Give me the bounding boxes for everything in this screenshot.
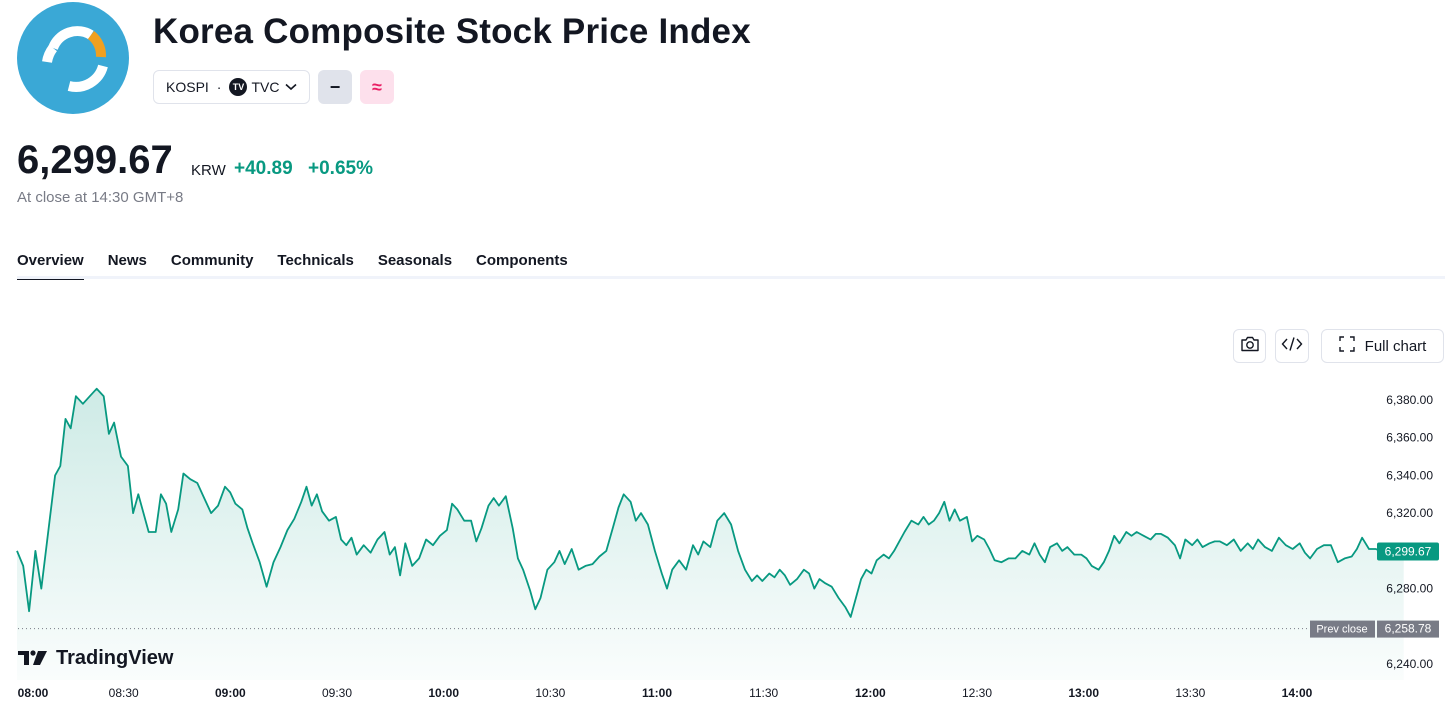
prev-close-value-tag: [1377, 620, 1439, 638]
symbol-separator: ·: [216, 79, 222, 95]
tab-divider: [17, 276, 1445, 279]
x-tick-label: 11:00: [642, 686, 672, 700]
y-tick-label: 6,240.00: [1386, 657, 1433, 671]
page-title: Korea Composite Stock Price Index: [153, 12, 751, 51]
symbol-selector[interactable]: KOSPI · TV TVC: [153, 70, 310, 104]
symbol-label: KOSPI: [166, 79, 209, 95]
x-tick-label: 08:00: [18, 686, 49, 700]
full-chart-label: Full chart: [1364, 337, 1427, 355]
tab-bar: Overview News Community Technicals Seaso…: [17, 252, 592, 280]
prev-close-tag-label: Prev close: [1316, 624, 1367, 636]
x-tick-label: 10:30: [535, 686, 565, 700]
close-time: At close at 14:30 GMT+8: [17, 189, 184, 206]
x-tick-label: 13:00: [1068, 686, 1099, 700]
price-change: +40.89: [234, 158, 293, 179]
x-tick-label: 14:00: [1282, 686, 1313, 700]
approx-badge[interactable]: ≈: [360, 70, 394, 104]
kospi-logo: [17, 2, 129, 114]
embed-code-icon: [1281, 336, 1303, 357]
tab-overview[interactable]: Overview: [17, 252, 84, 280]
price-chart[interactable]: 6,380.00 6,360.00 6,340.00 6,320.00 6,280.00…: [0, 370, 1446, 702]
x-tick-label: 09:30: [322, 686, 352, 700]
kospi-logo-mark: [42, 26, 108, 92]
x-tick-label: 12:30: [962, 686, 992, 700]
x-tick-label: 09:00: [215, 686, 246, 700]
x-tick-label: 08:30: [109, 686, 139, 700]
last-price-tag-label: 6,299.67: [1385, 544, 1432, 558]
prev-close-value-label: 6,258.78: [1385, 622, 1432, 636]
last-price-tag: [1377, 542, 1439, 561]
x-tick-label: 13:30: [1175, 686, 1205, 700]
camera-icon: [1240, 336, 1260, 357]
price-area: [17, 388, 1404, 680]
approx-icon: ≈: [372, 76, 382, 97]
y-tick-label: 6,340.00: [1386, 468, 1433, 482]
minus-icon: −: [329, 76, 341, 97]
x-tick-label: 12:00: [855, 686, 886, 700]
tab-components[interactable]: Components: [476, 252, 568, 269]
embed-button[interactable]: [1275, 329, 1309, 363]
tradingview-icon: TV: [229, 78, 248, 96]
tab-seasonals[interactable]: Seasonals: [377, 252, 453, 269]
tradingview-wordmark: TradingView: [56, 647, 174, 669]
price-line: [16, 387, 1405, 618]
last-price: 6,299.67: [17, 138, 173, 182]
fullscreen-icon: [1338, 336, 1355, 356]
snapshot-button[interactable]: [1233, 329, 1266, 363]
y-tick-label: 6,320.00: [1386, 506, 1433, 520]
tab-community[interactable]: Community: [170, 252, 254, 269]
tab-technicals[interactable]: Technicals: [277, 252, 354, 269]
y-tick-label: 6,380.00: [1386, 393, 1433, 407]
price-change-percent: +0.65%: [308, 158, 373, 179]
minus-badge[interactable]: −: [318, 70, 352, 104]
full-chart-button[interactable]: Full chart: [1321, 329, 1444, 363]
y-tick-label: 6,280.00: [1386, 582, 1433, 596]
prev-close-tag: [1310, 620, 1375, 638]
x-tick-label: 10:00: [428, 686, 459, 700]
chevron-down-icon: [285, 83, 298, 91]
y-tick-label: 6,360.00: [1386, 431, 1433, 445]
exchange-label: TVC: [251, 79, 280, 95]
currency-label: KRW: [191, 162, 226, 179]
tab-news[interactable]: News: [107, 252, 147, 269]
x-tick-label: 11:30: [749, 686, 778, 700]
tradingview-watermark[interactable]: TradingView: [18, 647, 174, 669]
